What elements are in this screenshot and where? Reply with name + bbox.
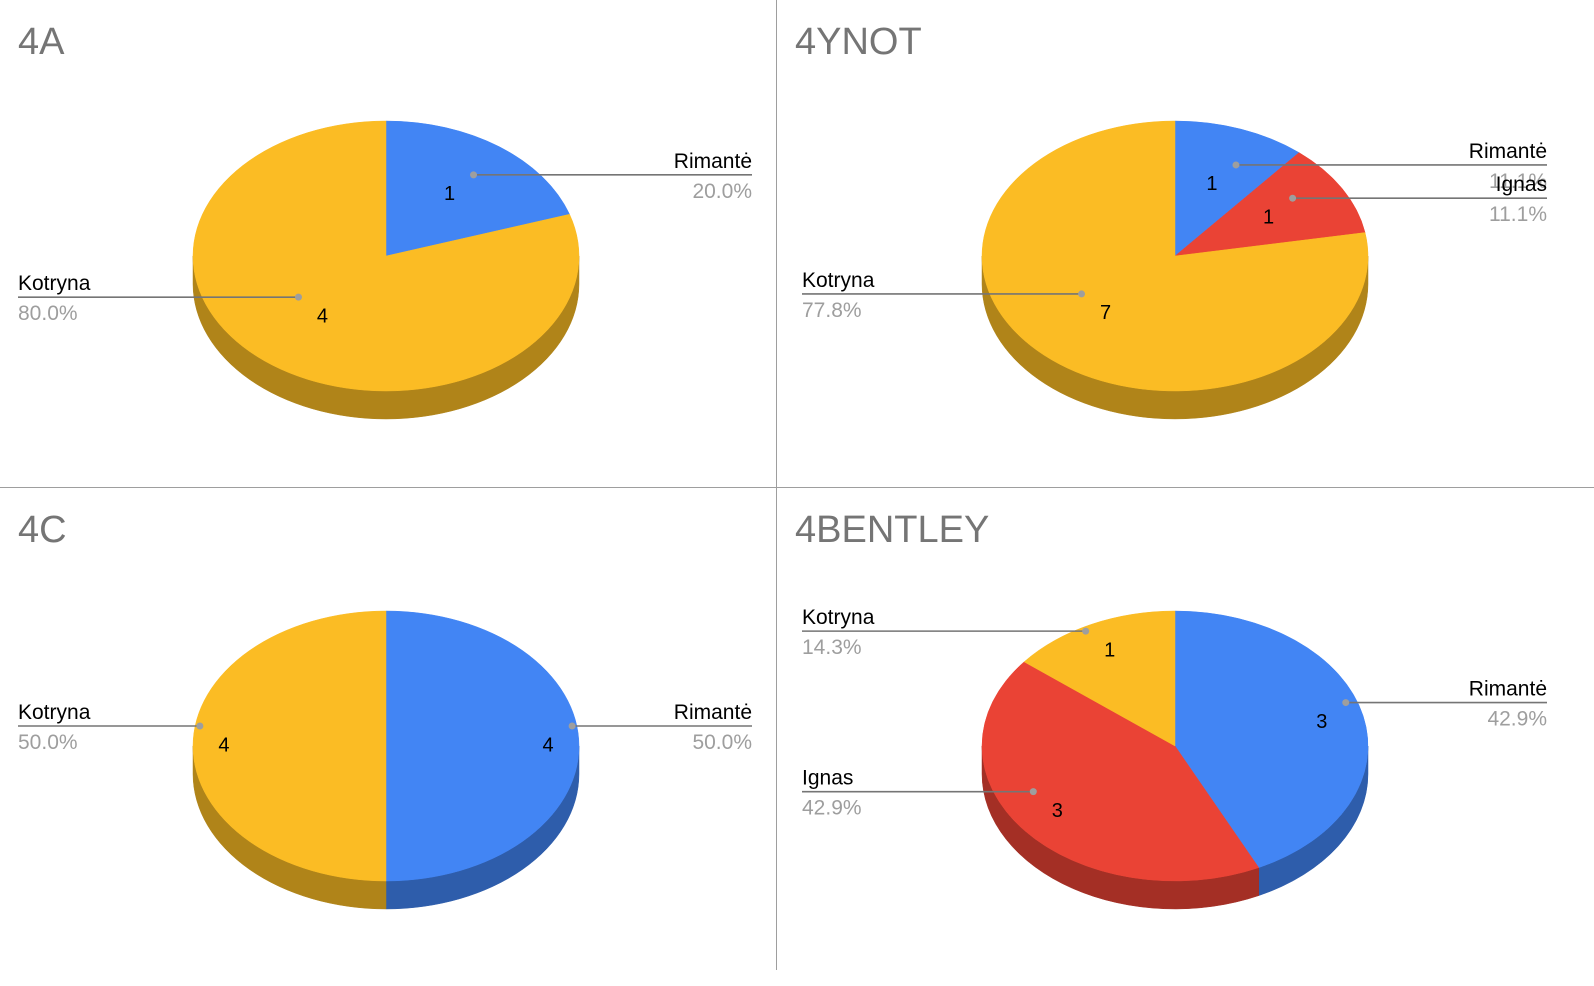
chart-title: 4C (18, 509, 67, 551)
slice-name-label: Kotryna (802, 269, 875, 292)
slice-percent-label: 14.3% (802, 636, 862, 659)
leader-dot-kotryna (1082, 627, 1090, 635)
slice-value-label: 1 (444, 183, 455, 205)
leader-dot-kotryna (294, 293, 302, 301)
chart-title: 4YNOT (795, 21, 922, 63)
pie-slice-ignas (981, 661, 1260, 882)
leader-dot-rimante (568, 722, 576, 730)
slice-name-label: Ignas (802, 767, 853, 790)
slice-value-label: 4 (218, 734, 229, 756)
chart-title: 4BENTLEY (795, 509, 989, 551)
pie-slice-rimante (1174, 610, 1369, 868)
slice-name-label: Kotryna (18, 701, 91, 724)
slice-value-label: 4 (543, 734, 554, 756)
slice-percent-label: 77.8% (802, 299, 862, 322)
slice-value-label: 1 (1104, 639, 1115, 661)
pie-slice-rimante (385, 610, 580, 882)
pie-slice-rimante (1174, 120, 1300, 257)
slice-name-label: Rimantė (674, 701, 752, 724)
slice-percent-label: 20.0% (692, 180, 752, 203)
chart-panel-4a: 4A 1 Rimantė 20.0% 4 Kotryna 80.0% (0, 0, 776, 487)
pie-slice-kotryna (981, 120, 1369, 392)
leader-dot-kotryna (196, 722, 204, 730)
slice-value-label: 3 (1316, 711, 1327, 733)
slice-percent-label: 11.1% (1489, 170, 1547, 193)
slice-percent-label: 11.1% (1489, 203, 1547, 226)
slice-value-label: 3 (1052, 800, 1063, 822)
slice-percent-label: 42.9% (802, 797, 862, 820)
chart-panel-4c: 4C 4 Rimantė 50.0% 4 Kotryna 50.0% (0, 488, 776, 986)
slice-name-label: Rimantė (1469, 678, 1547, 701)
slice-name-label: Kotryna (802, 606, 875, 629)
slice-value-label: 7 (1100, 302, 1111, 324)
horizontal-divider (0, 487, 1594, 488)
vertical-divider (776, 0, 777, 970)
chart-panel-4ynot: 4YNOT 1 Rimantė 11.1% 1 Ignas 11.1% 7 Kotryna 77.… (777, 0, 1594, 487)
pie-slice-kotryna (192, 610, 387, 882)
chart-title: 4A (18, 21, 65, 63)
pie-slice-rimante (385, 120, 570, 257)
pie-slice-ignas (1174, 152, 1366, 257)
slice-percent-label: 50.0% (18, 731, 78, 754)
pie-chart-svg: 4YNOT1Rimantė11.1%1Ignas11.1%7Kotryna77.… (795, 21, 1547, 420)
slice-name-label: Kotryna (18, 272, 91, 295)
leader-dot-rimante (1342, 699, 1350, 707)
pie-slice-kotryna (192, 120, 580, 392)
pie-chart-svg: 4BENTLEY 3 Rimantė 42.9% 3 Ignas 42.9% 1 Kotryna… (795, 509, 1547, 910)
pie-slice-kotryna (1023, 610, 1176, 747)
slice-value-label: 4 (317, 305, 328, 327)
leader-dot-kotryna (1078, 290, 1086, 298)
slice-value-label: 1 (1206, 173, 1217, 195)
pie-chart-svg: 4A 1 Rimantė 20.0% 4 Kotryna 80.0% (18, 21, 752, 420)
leader-dot-ignas (1289, 194, 1297, 202)
leader-dot-rimante (1232, 161, 1240, 169)
slice-name-label: Rimantė (1469, 140, 1547, 163)
slice-name-label: Ignas (1496, 173, 1547, 196)
slice-name-label: Rimantė (674, 150, 752, 173)
slice-percent-label: 50.0% (692, 731, 752, 754)
slice-value-label: 1 (1263, 206, 1274, 228)
leader-dot-rimante (470, 171, 478, 179)
pie-chart-svg: 4C 4 Rimantė 50.0% 4 Kotryna 50.0% (18, 509, 752, 910)
chart-panel-4bentley: 4BENTLEY 3 Rimantė 42.9% 3 Ignas 42.9% 1 Kotryna… (777, 488, 1594, 986)
slice-percent-label: 80.0% (18, 302, 78, 325)
leader-dot-ignas (1029, 788, 1037, 796)
slice-percent-label: 42.9% (1487, 708, 1547, 731)
